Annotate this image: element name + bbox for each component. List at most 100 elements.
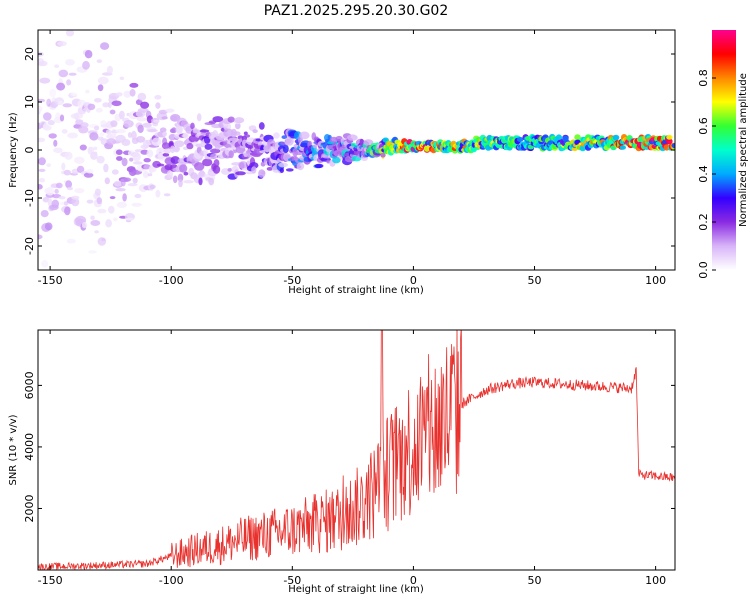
spectrogram-blob bbox=[119, 76, 125, 81]
spectrogram-blob bbox=[51, 199, 60, 208]
spectrogram-blob bbox=[96, 155, 105, 164]
spectrogram-blob bbox=[137, 107, 149, 113]
spectrogram-blob bbox=[42, 125, 52, 131]
spectrogram-blob bbox=[66, 238, 76, 244]
spectrogram-blob bbox=[68, 72, 77, 76]
spectrogram-blob bbox=[83, 172, 94, 178]
spectrogram-blob bbox=[574, 134, 581, 141]
spectrogram-blob bbox=[252, 129, 258, 134]
y-tick-label: 2000 bbox=[23, 494, 36, 522]
spectrogram-blob bbox=[85, 89, 90, 94]
spectrogram-blob bbox=[210, 148, 221, 154]
spectrogram-blob bbox=[208, 177, 215, 186]
x-tick-label: 50 bbox=[528, 274, 542, 287]
spectrogram-blob bbox=[39, 60, 48, 67]
spectrogram-blob bbox=[129, 82, 139, 88]
spectrogram-blob bbox=[163, 148, 172, 154]
spectrogram-blob bbox=[170, 156, 180, 165]
spectrogram-blob bbox=[174, 140, 185, 148]
spectrogram-blob bbox=[190, 122, 195, 130]
spectrogram-blob bbox=[131, 130, 137, 140]
spectrogram-blob bbox=[137, 124, 144, 133]
spectrogram-blob bbox=[65, 180, 72, 189]
spectrogram-blob bbox=[212, 116, 224, 123]
colorbar-ticks: 0.0 0.2 0.4 0.6 0.8 bbox=[697, 69, 716, 279]
spectrogram-blob bbox=[94, 230, 99, 234]
spectrogram-blob bbox=[131, 202, 142, 207]
spectrogram-blob bbox=[227, 116, 235, 123]
spectrogram-blob bbox=[278, 162, 288, 168]
spectrogram-blob bbox=[179, 164, 188, 173]
spectrogram-blob bbox=[70, 92, 78, 97]
spectrogram-blob bbox=[84, 50, 93, 59]
spectrogram-blob bbox=[380, 152, 386, 158]
spectrogram-blob bbox=[177, 173, 184, 182]
spectrogram-blob bbox=[105, 219, 112, 228]
y-tick-label: 10 bbox=[23, 95, 36, 109]
figure-title: PAZ1.2025.295.20.30.G02 bbox=[264, 3, 449, 19]
spectrogram-blob bbox=[42, 196, 50, 203]
spectrogram-blob bbox=[186, 142, 194, 150]
spectrogram-blob bbox=[86, 168, 94, 174]
y-tick-label: -20 bbox=[23, 237, 36, 255]
spectrogram-blob bbox=[121, 139, 131, 146]
spectrogram-blob bbox=[228, 150, 234, 159]
spectrogram-blob bbox=[232, 131, 241, 136]
colorbar-tick-label: 0.4 bbox=[697, 165, 710, 183]
spectrogram-blob bbox=[199, 129, 210, 133]
x-tick-label: -100 bbox=[159, 274, 184, 287]
spectrogram-blob bbox=[96, 59, 103, 63]
spectrogram-blob bbox=[147, 129, 158, 133]
spectrogram-blob bbox=[115, 129, 126, 134]
spectrogram-blob bbox=[44, 222, 53, 231]
spectrogram-blob bbox=[41, 260, 49, 268]
spectrogram-blob bbox=[149, 184, 156, 189]
spectrogram-blob bbox=[132, 152, 141, 162]
spectrogram-blob bbox=[96, 197, 103, 205]
spectrogram-blob bbox=[48, 133, 57, 139]
y-tick-label: -10 bbox=[23, 189, 36, 207]
spectrogram-blob bbox=[172, 175, 178, 184]
spectrogram-blob bbox=[347, 134, 358, 141]
spectrogram-blob bbox=[227, 168, 233, 172]
spectrogram-blob bbox=[115, 149, 123, 155]
spectrogram-blob bbox=[38, 184, 43, 190]
colorbar-tick-label: 0.2 bbox=[697, 213, 710, 231]
spectrogram-blob bbox=[192, 129, 201, 134]
snr-ylabel: SNR (10 * v/v) bbox=[8, 414, 19, 485]
spectrogram-blob bbox=[87, 103, 96, 111]
spectrogram-blob bbox=[58, 69, 69, 78]
spectrogram-blob bbox=[125, 217, 135, 221]
spectrogram-blob bbox=[64, 206, 71, 216]
spectrogram-blob bbox=[127, 132, 132, 138]
spectrogram-blob bbox=[104, 177, 111, 185]
colorbar-tick-label: 0.0 bbox=[697, 261, 710, 279]
spectrogram-blob bbox=[78, 126, 89, 134]
spectrogram-blob bbox=[46, 163, 51, 168]
spectrogram-blob bbox=[123, 177, 131, 182]
spectrogram-blob bbox=[243, 131, 248, 136]
spectrogram-blob bbox=[111, 100, 122, 107]
spectrogram-blob bbox=[129, 89, 136, 97]
spectrogram-blob bbox=[235, 122, 241, 130]
spectrogram-blob bbox=[161, 116, 168, 120]
spectrogram-blob bbox=[38, 98, 46, 103]
spectrogram-blob bbox=[47, 198, 53, 207]
spectrogram-blob bbox=[619, 145, 626, 150]
spectrogram-blob bbox=[183, 171, 189, 176]
spectrogram-blob bbox=[215, 138, 226, 143]
snr-frame bbox=[37, 329, 676, 571]
spectrogram-blob bbox=[183, 132, 189, 139]
spectrogram-blob bbox=[76, 165, 85, 173]
x-tick-label: -150 bbox=[38, 274, 63, 287]
spectrogram-blob bbox=[61, 129, 68, 134]
spectrogram-blob bbox=[612, 134, 620, 141]
spectrogram-blob bbox=[93, 151, 98, 155]
spectrogram-blob bbox=[279, 168, 284, 173]
spectrogram-blob bbox=[65, 30, 75, 37]
spectrogram-blob bbox=[244, 134, 251, 138]
spectrogram-blob bbox=[64, 151, 73, 160]
spectrogram-blob bbox=[54, 188, 59, 194]
